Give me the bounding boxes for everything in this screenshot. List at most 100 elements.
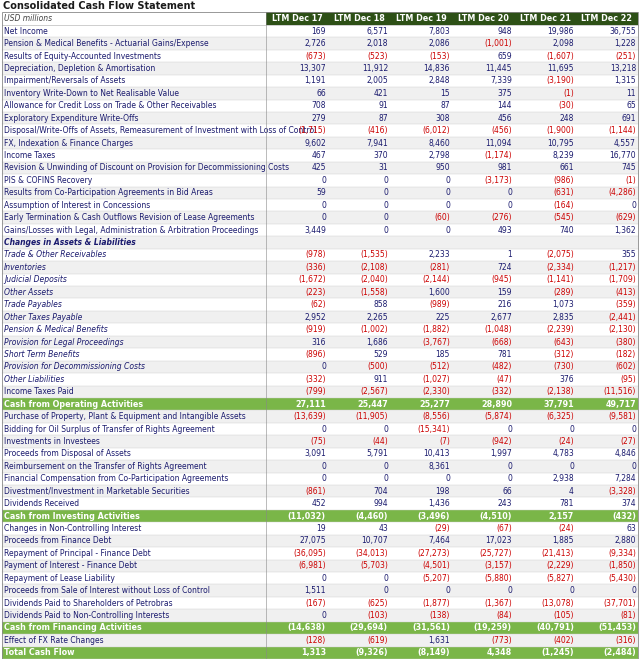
- Text: (7): (7): [439, 437, 450, 446]
- Text: (1,900): (1,900): [547, 126, 574, 135]
- Text: 0: 0: [321, 176, 326, 185]
- Text: 2,835: 2,835: [552, 312, 574, 322]
- Text: 456: 456: [497, 114, 512, 123]
- Bar: [2, 522, 638, 534]
- Text: (1,850): (1,850): [609, 561, 636, 570]
- Text: 65: 65: [627, 101, 636, 110]
- Text: Changes in Assets & Liabilities: Changes in Assets & Liabilities: [4, 238, 136, 247]
- Text: Cash from Operating Activities: Cash from Operating Activities: [4, 399, 143, 409]
- Text: Gains/Losses with Legal, Administration & Arbitration Proceedings: Gains/Losses with Legal, Administration …: [4, 225, 259, 235]
- Text: (8,556): (8,556): [422, 412, 450, 421]
- Bar: [2, 161, 638, 174]
- Text: 911: 911: [374, 375, 388, 384]
- Text: 948: 948: [497, 27, 512, 36]
- Text: 7,941: 7,941: [366, 138, 388, 148]
- Text: (2,484): (2,484): [604, 648, 636, 657]
- Text: (24): (24): [558, 437, 574, 446]
- Text: Cash from Financing Activities: Cash from Financing Activities: [4, 623, 141, 633]
- Text: Revision & Unwinding of Discount on Provision for Decommissioning Costs: Revision & Unwinding of Discount on Prov…: [4, 163, 289, 173]
- Text: USD millions: USD millions: [4, 14, 52, 23]
- Bar: [2, 100, 638, 112]
- Text: Judicial Deposits: Judicial Deposits: [4, 275, 67, 284]
- Text: 11,912: 11,912: [362, 64, 388, 73]
- Text: Disposal/Write-Offs of Assets, Remeasurement of Investment with Loss of Control: Disposal/Write-Offs of Assets, Remeasure…: [4, 126, 316, 135]
- Text: 169: 169: [312, 27, 326, 36]
- Text: Total Cash Flow: Total Cash Flow: [4, 648, 74, 657]
- Text: (81): (81): [621, 611, 636, 620]
- Text: (153): (153): [429, 51, 450, 61]
- Text: Trade Payables: Trade Payables: [4, 301, 62, 309]
- Text: Proceeds from Disposal of Assets: Proceeds from Disposal of Assets: [4, 449, 131, 459]
- Text: (4,286): (4,286): [609, 188, 636, 197]
- Text: (523): (523): [367, 51, 388, 61]
- Text: Dividends Paid to Shareholders of Petrobras: Dividends Paid to Shareholders of Petrob…: [4, 598, 173, 608]
- Bar: [2, 534, 638, 547]
- Text: (380): (380): [616, 337, 636, 347]
- Text: 216: 216: [498, 301, 512, 309]
- Bar: [2, 112, 638, 125]
- Text: (276): (276): [492, 213, 512, 222]
- Text: (4,460): (4,460): [355, 511, 388, 521]
- Text: 781: 781: [498, 350, 512, 359]
- Text: 16,770: 16,770: [609, 151, 636, 160]
- Text: (2,130): (2,130): [609, 325, 636, 334]
- Bar: [2, 311, 638, 324]
- Text: 7,339: 7,339: [490, 76, 512, 86]
- Text: (3,767): (3,767): [422, 337, 450, 347]
- Text: (1,144): (1,144): [609, 126, 636, 135]
- Text: (44): (44): [372, 437, 388, 446]
- Text: 704: 704: [373, 487, 388, 496]
- Text: (5,874): (5,874): [484, 412, 512, 421]
- Text: Changes in Non-Controlling Interest: Changes in Non-Controlling Interest: [4, 524, 141, 533]
- Text: 37,791: 37,791: [543, 399, 574, 409]
- Text: (5,827): (5,827): [547, 574, 574, 583]
- Text: Effect of FX Rate Changes: Effect of FX Rate Changes: [4, 636, 104, 645]
- Text: (631): (631): [554, 188, 574, 197]
- Text: (413): (413): [616, 288, 636, 297]
- Text: (25,727): (25,727): [479, 549, 512, 558]
- Text: (602): (602): [616, 362, 636, 372]
- Text: 452: 452: [312, 499, 326, 508]
- Text: 3,449: 3,449: [304, 225, 326, 235]
- Text: (1,217): (1,217): [609, 263, 636, 272]
- Text: 4,783: 4,783: [552, 449, 574, 459]
- Text: (1,882): (1,882): [422, 325, 450, 334]
- Text: Purchase of Property, Plant & Equipment and Intangible Assets: Purchase of Property, Plant & Equipment …: [4, 412, 246, 421]
- Text: (34,013): (34,013): [355, 549, 388, 558]
- Text: 2,726: 2,726: [305, 39, 326, 48]
- Text: (978): (978): [305, 250, 326, 260]
- Text: (167): (167): [305, 598, 326, 608]
- Text: 370: 370: [373, 151, 388, 160]
- Text: 0: 0: [507, 474, 512, 483]
- Text: 43: 43: [378, 524, 388, 533]
- Text: 87: 87: [378, 114, 388, 123]
- Text: Repayment of Principal - Finance Debt: Repayment of Principal - Finance Debt: [4, 549, 151, 558]
- Text: 7,284: 7,284: [614, 474, 636, 483]
- Text: 7,803: 7,803: [428, 27, 450, 36]
- Text: (2,040): (2,040): [360, 275, 388, 284]
- Text: (942): (942): [492, 437, 512, 446]
- Text: (1,672): (1,672): [298, 275, 326, 284]
- Bar: [2, 447, 638, 460]
- Text: (1,715): (1,715): [298, 126, 326, 135]
- Text: 708: 708: [312, 101, 326, 110]
- Text: Results of Equity-Accounted Investments: Results of Equity-Accounted Investments: [4, 51, 161, 61]
- Text: 994: 994: [373, 499, 388, 508]
- Text: (251): (251): [616, 51, 636, 61]
- Bar: [2, 199, 638, 212]
- Bar: [2, 248, 638, 261]
- Text: 4: 4: [569, 487, 574, 496]
- Text: 0: 0: [445, 474, 450, 483]
- Text: 0: 0: [321, 462, 326, 471]
- Text: 0: 0: [569, 424, 574, 434]
- Text: (223): (223): [305, 288, 326, 297]
- Text: (402): (402): [554, 636, 574, 645]
- Text: 25,277: 25,277: [419, 399, 450, 409]
- Text: 243: 243: [497, 499, 512, 508]
- Text: (11,516): (11,516): [604, 387, 636, 396]
- Text: (5,880): (5,880): [484, 574, 512, 583]
- Text: (15,341): (15,341): [417, 424, 450, 434]
- Text: 1,436: 1,436: [428, 499, 450, 508]
- Bar: [2, 50, 638, 63]
- Text: Assumption of Interest in Concessions: Assumption of Interest in Concessions: [4, 201, 150, 210]
